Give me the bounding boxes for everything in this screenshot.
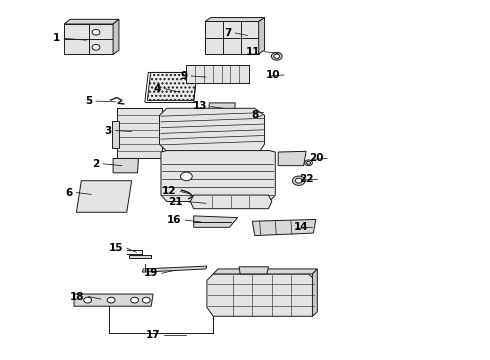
Text: 16: 16 <box>167 215 181 225</box>
Circle shape <box>307 161 311 164</box>
Polygon shape <box>278 151 306 166</box>
Polygon shape <box>205 18 265 22</box>
Text: 14: 14 <box>294 222 309 232</box>
Text: 8: 8 <box>251 111 258 121</box>
Circle shape <box>271 52 282 60</box>
Circle shape <box>131 297 139 303</box>
Text: 22: 22 <box>299 174 314 184</box>
Circle shape <box>293 176 305 185</box>
Text: 17: 17 <box>146 330 160 340</box>
Polygon shape <box>194 216 238 227</box>
Text: 5: 5 <box>85 96 92 106</box>
Circle shape <box>180 172 192 181</box>
Polygon shape <box>64 19 119 24</box>
Polygon shape <box>161 150 275 202</box>
Text: 21: 21 <box>168 197 182 207</box>
Polygon shape <box>207 274 316 316</box>
Polygon shape <box>129 255 151 258</box>
Polygon shape <box>259 18 265 54</box>
Polygon shape <box>74 294 153 306</box>
Polygon shape <box>76 181 132 212</box>
Polygon shape <box>112 121 119 148</box>
Circle shape <box>92 30 100 35</box>
Polygon shape <box>117 108 162 158</box>
Polygon shape <box>143 266 207 272</box>
Text: 6: 6 <box>65 188 73 198</box>
Text: 20: 20 <box>309 153 323 163</box>
Polygon shape <box>113 158 139 173</box>
Text: 9: 9 <box>180 71 187 81</box>
Text: 4: 4 <box>153 84 160 94</box>
Circle shape <box>305 160 313 166</box>
Circle shape <box>274 54 280 58</box>
Text: 18: 18 <box>70 292 85 302</box>
Polygon shape <box>186 65 249 83</box>
Polygon shape <box>64 24 113 54</box>
Polygon shape <box>190 195 272 209</box>
Text: 11: 11 <box>246 46 261 57</box>
Text: 2: 2 <box>92 159 99 169</box>
Polygon shape <box>239 267 269 274</box>
Polygon shape <box>205 22 259 54</box>
Circle shape <box>92 44 100 50</box>
Text: 10: 10 <box>266 70 280 80</box>
Polygon shape <box>313 269 318 316</box>
Text: 19: 19 <box>144 268 158 278</box>
Polygon shape <box>147 72 197 100</box>
Text: 1: 1 <box>53 33 60 43</box>
Circle shape <box>295 178 302 183</box>
Polygon shape <box>252 220 316 235</box>
Circle shape <box>84 297 92 303</box>
Text: 7: 7 <box>224 28 231 38</box>
Text: 3: 3 <box>104 126 112 135</box>
Circle shape <box>143 297 150 303</box>
Polygon shape <box>113 19 119 54</box>
Text: 13: 13 <box>193 102 207 112</box>
Text: 12: 12 <box>162 186 176 197</box>
Text: 15: 15 <box>108 243 123 253</box>
Polygon shape <box>213 269 318 274</box>
Polygon shape <box>208 103 235 116</box>
Circle shape <box>107 297 115 303</box>
Polygon shape <box>159 108 265 151</box>
